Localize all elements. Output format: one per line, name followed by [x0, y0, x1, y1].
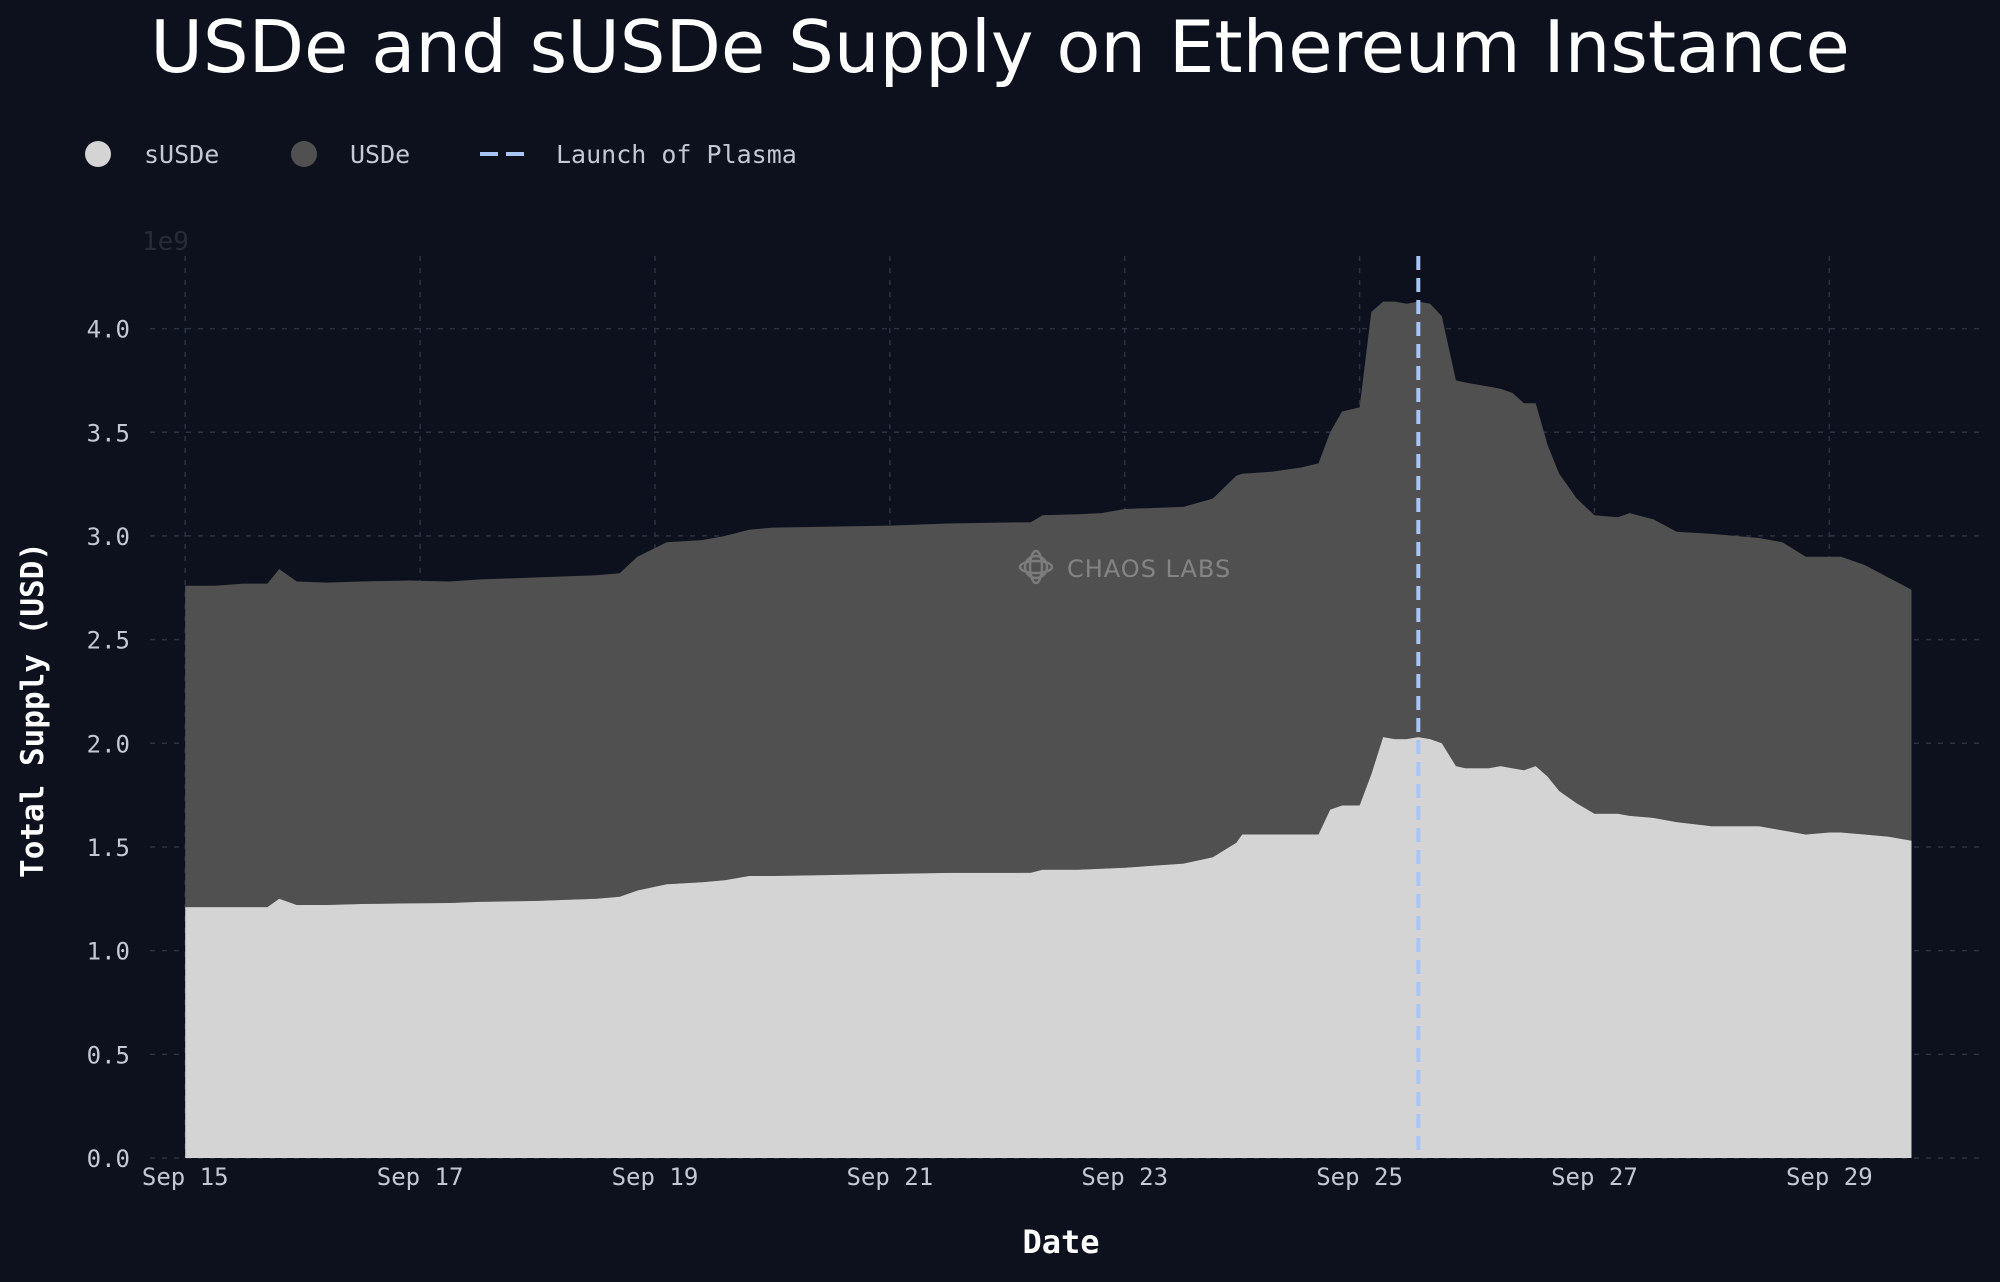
x-tick-label: Sep 29	[1786, 1163, 1873, 1191]
x-tick-label: Sep 21	[846, 1163, 933, 1191]
y-tick-label: 1.0	[87, 938, 130, 966]
area-susde	[185, 737, 1912, 1158]
watermark-text: CHAOS LABS	[1067, 555, 1231, 583]
legend-item: Launch of Plasma	[480, 140, 797, 169]
x-tick-label: Sep 23	[1081, 1163, 1168, 1191]
watermark: CHAOS LABS	[1018, 549, 1231, 585]
legend-swatch-dot	[291, 141, 317, 167]
y-tick-label: 1.5	[87, 834, 130, 862]
y-tick-label: 0.5	[87, 1041, 130, 1069]
y-tick-label: 2.5	[87, 627, 130, 655]
legend-label: sUSDe	[144, 140, 219, 169]
legend: sUSDe USDe Launch of Plasma	[85, 140, 797, 169]
chaos-labs-logo-icon	[1018, 549, 1054, 585]
legend-item: sUSDe	[85, 140, 219, 169]
legend-swatch-dot	[85, 141, 111, 167]
x-axis-label: Date	[1022, 1223, 1099, 1261]
x-tick-label: Sep 17	[377, 1163, 464, 1191]
y-tick-label: 0.0	[87, 1145, 130, 1173]
y-tick-label: 3.0	[87, 523, 130, 551]
y-tick-label: 3.5	[87, 419, 130, 447]
legend-label: Launch of Plasma	[556, 140, 797, 169]
x-tick-label: Sep 25	[1316, 1163, 1403, 1191]
y-tick-label: 4.0	[87, 316, 130, 344]
stacked-areas	[185, 301, 1912, 1158]
y-axis-label: Total Supply (USD)	[15, 542, 51, 878]
chart-title: USDe and sUSDe Supply on Ethereum Instan…	[150, 5, 1850, 89]
y-offset-label: 1e9	[142, 227, 189, 257]
x-axis-ticks: Sep 15 Sep 17 Sep 19 Sep 21 Sep 23 Sep 25 Sep …	[142, 1163, 1873, 1191]
x-tick-label: Sep 15	[142, 1163, 229, 1191]
x-tick-label: Sep 19	[612, 1163, 699, 1191]
legend-item: USDe	[291, 140, 410, 169]
y-tick-label: 2.0	[87, 730, 130, 758]
x-tick-label: Sep 27	[1551, 1163, 1638, 1191]
y-axis-ticks: 0.0 0.5 1.0 1.5 2.0 2.5 3.0 3.5 4.0	[87, 316, 130, 1173]
legend-label: USDe	[350, 140, 410, 169]
area-usde	[185, 301, 1912, 908]
